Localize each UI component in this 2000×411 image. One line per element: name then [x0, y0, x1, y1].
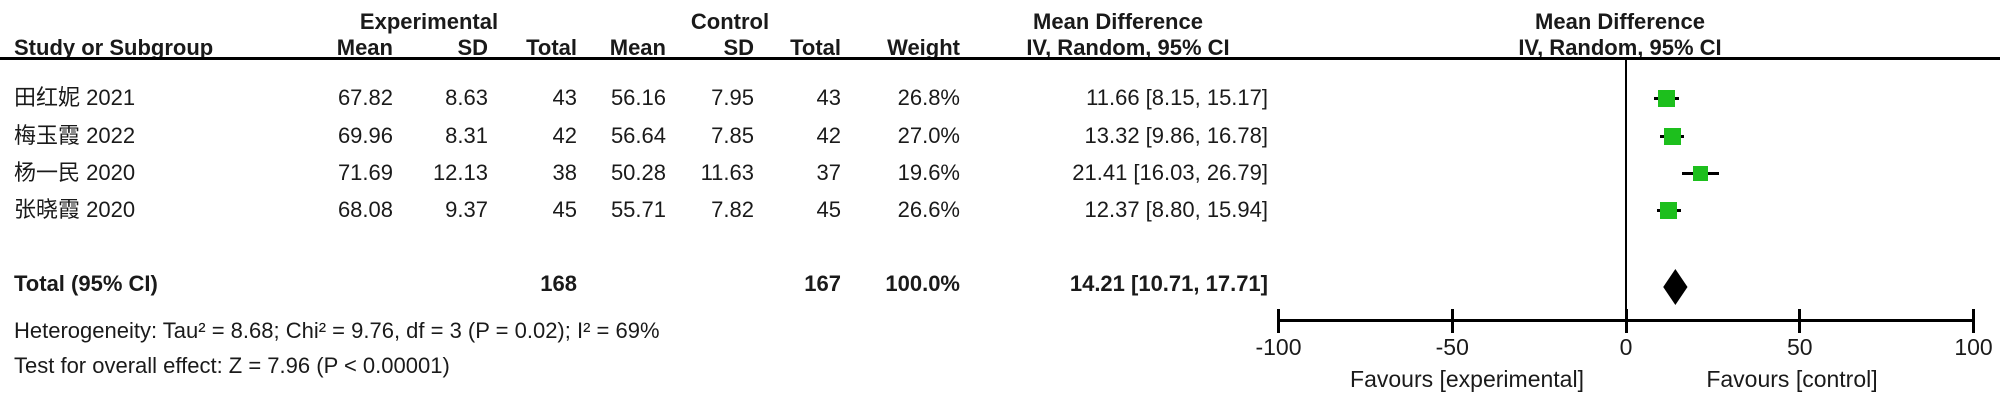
col-header-total-exp: Total [526, 35, 577, 60]
axis-tick-label: -100 [1255, 334, 1302, 360]
col-header-mean-ctl: Mean [609, 35, 666, 60]
study-label: 梅玉霞 2022 [14, 123, 136, 148]
total-ctl-value: 42 [816, 123, 841, 148]
axis-tick-label: 0 [1619, 334, 1633, 360]
total-ctl-sum: 167 [804, 271, 841, 296]
col-header-mean-exp: Mean [336, 35, 393, 60]
sd-exp-value: 8.31 [445, 123, 488, 148]
total-exp-value: 42 [552, 123, 577, 148]
mean-exp-value: 71.69 [337, 160, 393, 185]
total-ctl-value: 45 [816, 197, 841, 222]
weight-value: 26.8% [897, 85, 960, 110]
group-header-control: Control [690, 9, 770, 34]
table-row: 杨一民 2020 71.69 12.13 38 50.28 11.63 37 1… [0, 159, 2000, 187]
study-label: 杨一民 2020 [14, 160, 136, 185]
overall-effect-text: Test for overall effect: Z = 7.96 (P < 0… [14, 353, 450, 378]
total-label: Total (95% CI) [14, 271, 158, 296]
weight-value: 19.6% [897, 160, 960, 185]
ci-text: 21.41 [16.03, 26.79] [1072, 160, 1268, 185]
axis-tick-label: 100 [1954, 334, 1993, 360]
sd-ctl-value: 11.63 [700, 160, 754, 185]
ci-text: 12.37 [8.80, 15.94] [1084, 197, 1269, 222]
col-header-ci-right: IV, Random, 95% CI [1518, 35, 1722, 60]
weight-value: 27.0% [897, 123, 960, 148]
axis-tick-label: -50 [1435, 334, 1469, 360]
mean-exp-value: 68.08 [337, 197, 393, 222]
total-exp-sum: 168 [540, 271, 577, 296]
total-exp-value: 45 [552, 197, 577, 222]
ci-text: 11.66 [8.15, 15.17] [1086, 85, 1268, 110]
table-row: 张晓霞 2020 68.08 9.37 45 55.71 7.82 45 26.… [0, 196, 2000, 224]
sd-exp-value: 9.37 [445, 197, 488, 222]
col-header-weight: Weight [887, 35, 960, 60]
mean-exp-value: 69.96 [337, 123, 393, 148]
study-label: 张晓霞 2020 [14, 197, 136, 222]
axis-tick [1798, 309, 1802, 333]
group-header-mean-difference-right: Mean Difference [1535, 9, 1705, 34]
sd-exp-value: 12.13 [432, 160, 488, 185]
table-row: 梅玉霞 2022 69.96 8.31 42 56.64 7.85 42 27.… [0, 122, 2000, 150]
study-point-estimate-marker [1660, 201, 1678, 219]
mean-ctl-value: 56.16 [610, 85, 666, 110]
total-ci-text: 14.21 [10.71, 17.71] [1069, 271, 1268, 296]
study-label: 田红妮 2021 [14, 85, 136, 110]
group-header-experimental: Experimental [359, 9, 499, 34]
axis-tick-label: 50 [1786, 334, 1813, 360]
col-header-total-ctl: Total [790, 35, 841, 60]
table-row: 田红妮 2021 67.82 8.63 43 56.16 7.95 43 26.… [0, 84, 2000, 112]
mean-ctl-value: 50.28 [610, 160, 666, 185]
header-rule [0, 57, 2000, 60]
total-ctl-value: 37 [816, 160, 841, 185]
axis-tick [1624, 309, 1628, 333]
sd-ctl-value: 7.95 [711, 85, 754, 110]
total-ctl-value: 43 [816, 85, 841, 110]
study-point-estimate-marker [1663, 127, 1681, 145]
col-header-sd-exp: SD [457, 35, 488, 60]
study-point-estimate-marker [1658, 89, 1676, 107]
total-weight: 100.0% [885, 271, 960, 296]
mean-ctl-value: 56.64 [610, 123, 666, 148]
group-header-mean-difference-left: Mean Difference [1033, 9, 1203, 34]
mean-ctl-value: 55.71 [610, 197, 666, 222]
total-row: Total (95% CI) 168 167 100.0% 14.21 [10.… [0, 270, 2000, 298]
sd-exp-value: 8.63 [445, 85, 488, 110]
weight-value: 26.6% [897, 197, 960, 222]
col-header-sd-ctl: SD [723, 35, 754, 60]
col-header-study: Study or Subgroup [14, 35, 214, 60]
heterogeneity-text: Heterogeneity: Tau² = 8.68; Chi² = 9.76,… [14, 318, 660, 343]
sd-ctl-value: 7.85 [711, 123, 754, 148]
sd-ctl-value: 7.82 [711, 197, 754, 222]
axis-tick [1277, 309, 1280, 333]
total-exp-value: 43 [552, 85, 577, 110]
x-axis-label-left: Favours [experimental] [1350, 366, 1584, 392]
axis-tick [1450, 309, 1454, 333]
axis-tick [1972, 309, 1975, 333]
ci-text: 13.32 [9.86, 16.78] [1084, 123, 1269, 148]
study-point-estimate-marker [1692, 165, 1708, 181]
x-axis-label-right: Favours [control] [1706, 366, 1878, 392]
col-header-ci-left: IV, Random, 95% CI [1026, 35, 1230, 60]
zero-reference-line [1625, 60, 1627, 321]
total-exp-value: 38 [552, 160, 577, 185]
mean-exp-value: 67.82 [337, 85, 393, 110]
